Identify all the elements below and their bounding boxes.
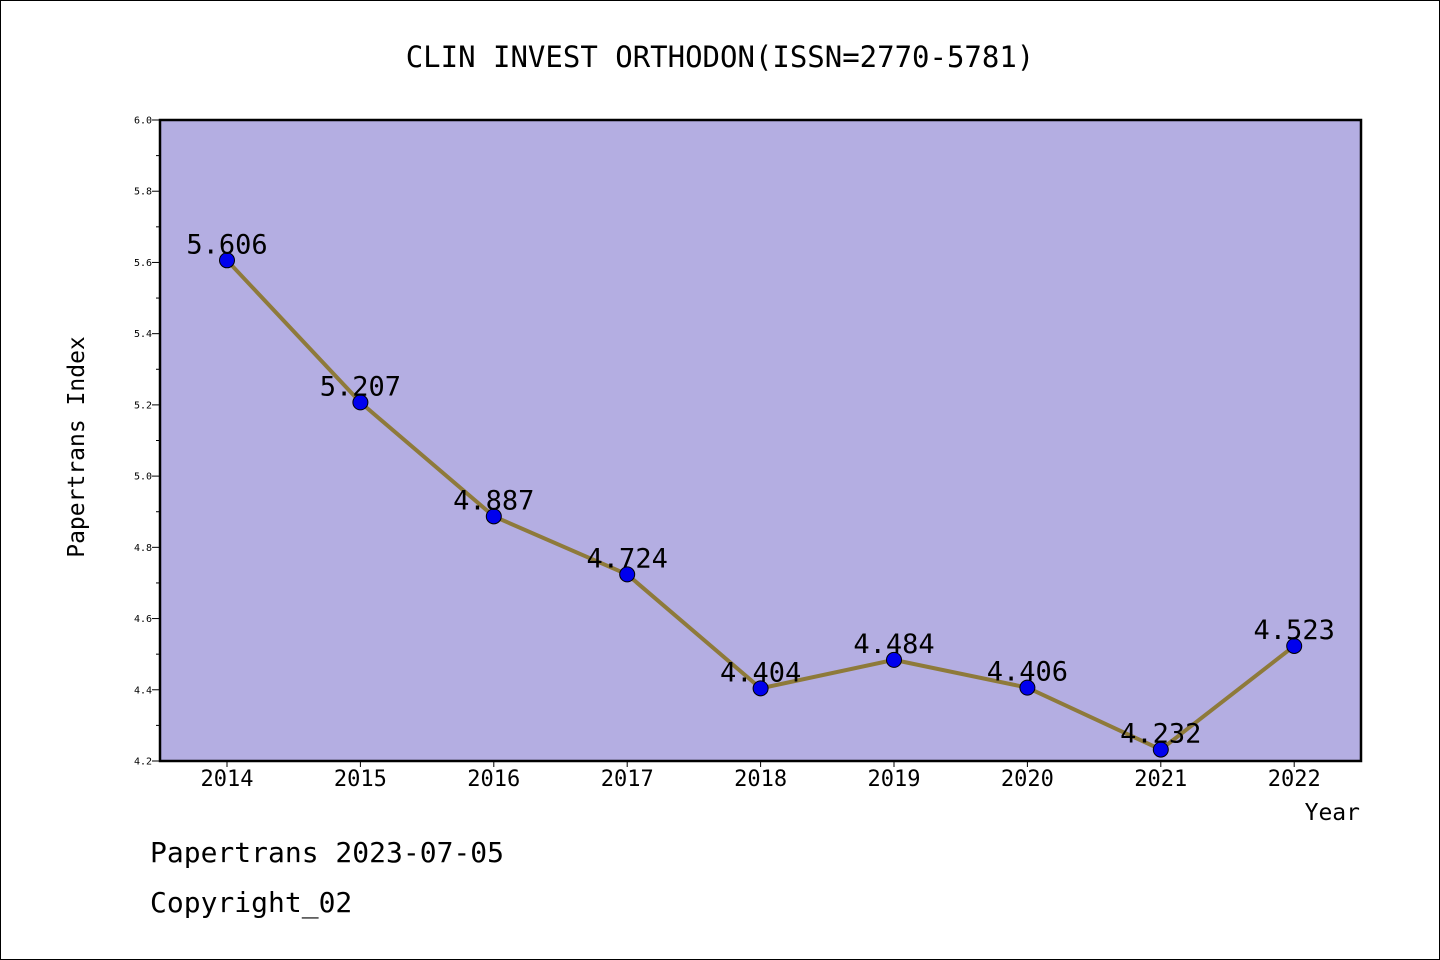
data-label: 4.523 [1254,615,1335,646]
y-axis: 4.2 4.4 4.6 4.8 5.0 5.2 5.4 5.6 5.8 6.0 [134,116,160,768]
x-tick-label: 2022 [1268,767,1321,792]
y-tick-label: 4.8 [134,543,152,554]
x-tick-label: 2015 [334,767,387,792]
x-axis: 2014 2015 2016 2017 2018 2019 2020 2021 2022 [201,761,1321,792]
y-tick-label: 5.4 [134,329,152,340]
data-label: 4.232 [1120,719,1201,750]
data-label: 4.484 [853,629,934,660]
y-tick-label: 4.4 [134,685,152,696]
y-tick-label: 5.6 [134,258,152,269]
x-tick-label: 2018 [734,767,787,792]
x-tick-label: 2016 [467,767,520,792]
x-axis-label: Year [1305,800,1360,826]
data-label: 4.404 [720,657,801,688]
data-label: 4.724 [587,543,668,574]
data-point-marker [752,680,769,697]
data-point-marker [1019,679,1036,696]
x-tick-label: 2014 [201,767,254,792]
data-point-marker [886,651,902,668]
x-tick-label: 2020 [1001,767,1054,792]
footer-copyright: Copyright_02 [150,886,353,919]
series-line-group: 5.606 5.207 4.887 4.724 4.404 4.484 4.406 4.232… [186,229,1335,758]
data-point-marker [1286,637,1303,654]
x-tick-label: 2019 [868,767,921,792]
data-point-marker [485,508,502,525]
data-label: 4.887 [453,485,534,516]
data-label: 5.207 [320,371,401,402]
chart-title: CLIN INVEST ORTHODON(ISSN=2770-5781) [406,40,1035,74]
data-point-marker [1152,741,1169,758]
x-tick-label: 2021 [1134,767,1187,792]
data-point-marker [219,252,235,269]
y-tick-label: 6.0 [134,116,152,127]
data-point-marker [619,566,636,583]
data-point-marker [352,394,369,411]
footer-date: Papertrans 2023-07-05 [150,836,505,869]
data-label: 4.406 [987,657,1068,688]
y-tick-label: 5.0 [134,472,152,483]
y-tick-label: 4.6 [134,614,152,625]
y-tick-label: 5.2 [134,400,152,411]
y-axis-label: Papertrans Index [64,336,90,558]
y-tick-label: 5.8 [134,187,152,198]
y-tick-label: 4.2 [134,757,152,768]
data-label: 5.606 [186,229,267,260]
x-tick-label: 2017 [601,767,654,792]
plot-area [158,118,1363,763]
